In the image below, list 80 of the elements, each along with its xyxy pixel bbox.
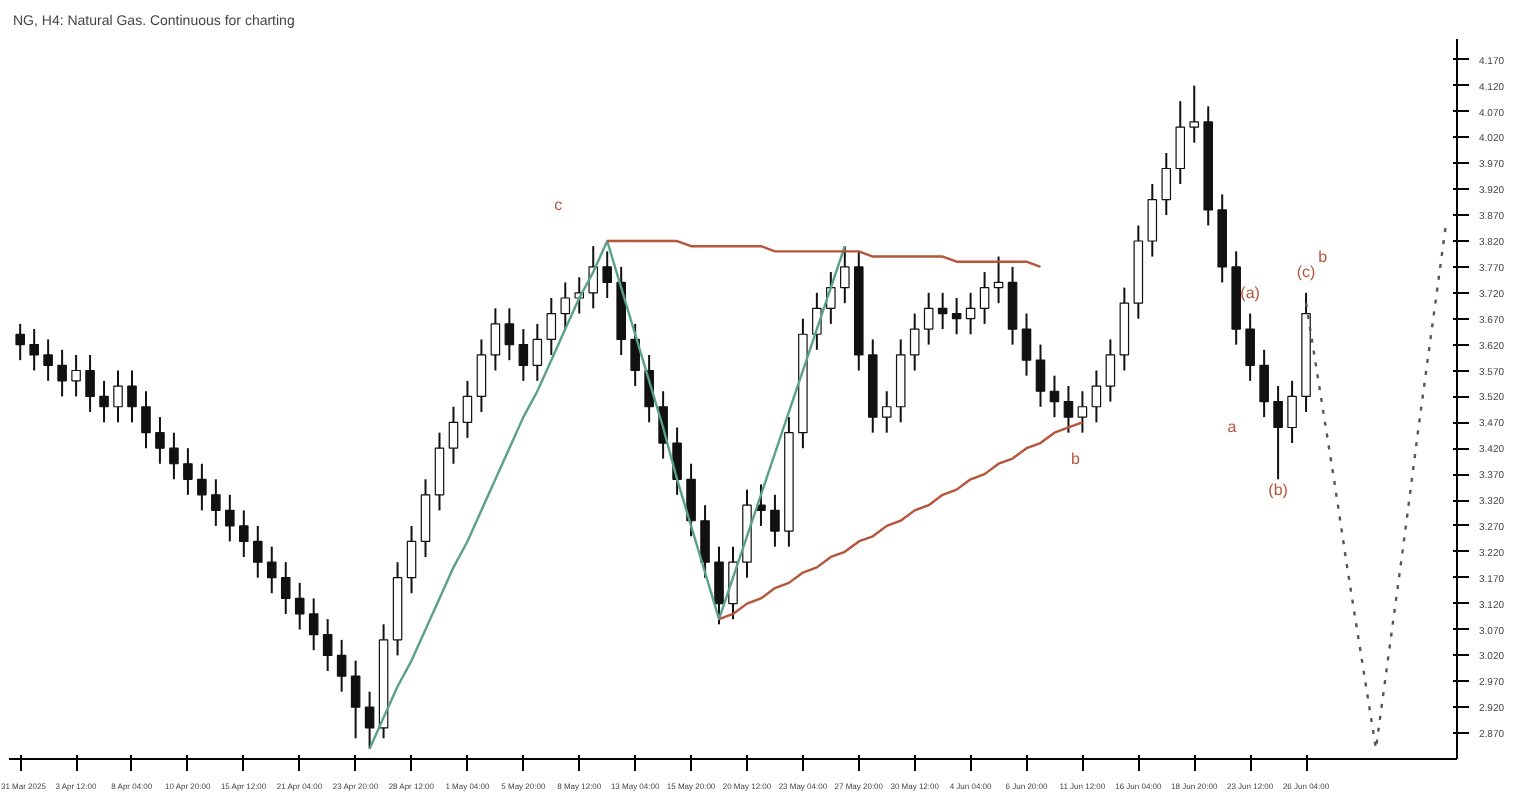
candlestick [1035, 343, 1046, 408]
candlestick [937, 291, 948, 331]
candlestick [1245, 312, 1255, 382]
candlestick [700, 504, 710, 579]
candlestick [714, 545, 724, 626]
candlestick [770, 493, 780, 548]
candlestick [29, 328, 39, 372]
candlestick [280, 561, 291, 615]
candlestick [462, 379, 473, 439]
candlestick [225, 493, 235, 543]
candlestick [71, 353, 81, 398]
line-series [717, 421, 1084, 621]
candlestick [546, 296, 557, 356]
candlestick [504, 307, 515, 362]
candlestick [211, 478, 221, 527]
candlestick [1063, 385, 1074, 434]
candlestick [364, 690, 375, 750]
candlestick [1049, 374, 1060, 419]
annotation: c [554, 195, 563, 214]
candlestick [1259, 348, 1269, 419]
candlestick [43, 338, 53, 382]
candlestick [57, 348, 67, 398]
candlestick [909, 312, 920, 372]
candlestick [1007, 265, 1018, 346]
candlestick [1021, 312, 1032, 377]
candlestick [406, 524, 417, 595]
candlestick [434, 431, 445, 512]
candlestick [560, 281, 571, 331]
candlestick [99, 379, 109, 424]
candlestick [1147, 183, 1158, 258]
candlestick [951, 296, 962, 336]
candlestick [294, 581, 305, 631]
candlestick [979, 271, 990, 325]
candlestick [602, 250, 612, 299]
candlestick [252, 524, 263, 579]
candlestick [490, 307, 501, 372]
candlestick [923, 291, 934, 346]
candlestick [1077, 390, 1088, 434]
annotation: b [1070, 449, 1081, 468]
candlestick [686, 462, 696, 538]
annotation: (b) [1268, 480, 1289, 499]
candlestick [183, 447, 193, 496]
candlestick [1161, 151, 1172, 217]
candlestick [169, 431, 179, 481]
annotation: a [1227, 418, 1238, 437]
candlestick [127, 369, 137, 424]
candlestick [336, 638, 347, 693]
candlestick [1091, 369, 1102, 424]
candlestick [840, 245, 850, 305]
candlestick [266, 545, 277, 595]
candlestick [1287, 379, 1297, 445]
candlestick [881, 390, 892, 434]
candlestick [1175, 100, 1186, 186]
candlestick [448, 405, 459, 465]
candlestick [155, 416, 165, 465]
candlestick [85, 353, 95, 413]
candlestick [532, 322, 543, 382]
candlestick [476, 338, 487, 413]
line-series [368, 239, 847, 750]
candlestick [630, 322, 640, 388]
candlestick [420, 478, 431, 558]
annotation: (a) [1240, 283, 1261, 302]
candlestick [1189, 84, 1200, 144]
candlestick [322, 618, 333, 672]
candlestick [672, 426, 682, 496]
candlestick [239, 509, 249, 558]
candlestick [141, 390, 151, 450]
candlestick [113, 369, 123, 424]
candlestick [308, 597, 319, 652]
line-series [606, 239, 1042, 269]
candlestick [518, 328, 529, 382]
candlestick [350, 659, 361, 740]
candlestick [1105, 338, 1116, 403]
candlestick [993, 255, 1004, 305]
annotation: b [1318, 247, 1329, 266]
candlestick [15, 322, 25, 362]
candlestick [1273, 385, 1283, 481]
annotation: (c) [1296, 263, 1317, 282]
candlestick [197, 462, 207, 512]
candlestick [965, 291, 976, 336]
